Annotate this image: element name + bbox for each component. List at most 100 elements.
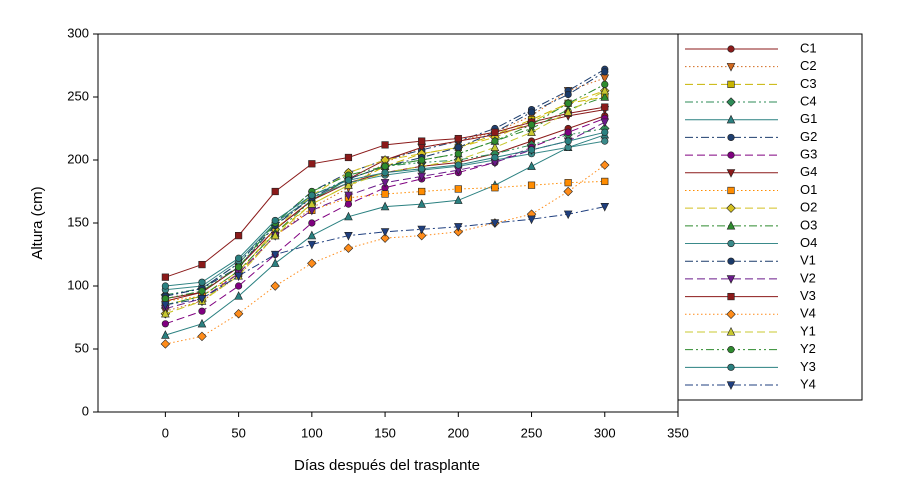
y-tick-label: 100 [67, 277, 89, 292]
legend-label: Y3 [800, 359, 816, 374]
marker [417, 225, 426, 235]
marker [380, 179, 390, 188]
legend-marker [726, 381, 736, 390]
marker [197, 331, 207, 342]
marker [380, 233, 390, 243]
marker [418, 137, 426, 145]
x-tick-label: 100 [301, 425, 323, 440]
marker [344, 232, 353, 241]
legend-marker [727, 45, 735, 53]
series-line [165, 117, 605, 325]
marker [454, 161, 462, 169]
marker [491, 184, 499, 192]
legend-label: G4 [800, 164, 817, 179]
x-tick-label: 150 [374, 425, 396, 440]
y-tick-label: 300 [67, 25, 89, 40]
legend-marker [727, 133, 735, 142]
marker [527, 146, 536, 154]
marker [527, 127, 536, 136]
marker [601, 68, 609, 76]
marker [454, 143, 462, 151]
marker [344, 211, 353, 221]
marker [197, 318, 207, 328]
x-tick-label: 50 [231, 425, 245, 440]
marker [527, 215, 536, 225]
y-tick-label: 0 [82, 403, 89, 418]
legend-label: Y4 [800, 376, 816, 391]
marker [564, 128, 572, 136]
legend-marker [727, 239, 735, 248]
marker [235, 232, 243, 240]
marker [344, 176, 353, 184]
marker [161, 295, 169, 303]
marker [380, 201, 390, 211]
y-tick-label: 200 [67, 151, 89, 166]
legend-marker [727, 257, 735, 265]
marker [454, 195, 463, 204]
marker [161, 330, 170, 339]
marker [600, 92, 610, 101]
marker [564, 179, 572, 187]
marker [601, 137, 609, 145]
marker [307, 258, 317, 269]
marker [233, 308, 244, 319]
marker [307, 230, 317, 240]
legend-marker [726, 220, 736, 230]
series [165, 128, 605, 296]
legend-label: Y2 [800, 341, 816, 356]
marker [234, 291, 243, 300]
marker [527, 181, 536, 189]
marker [600, 85, 610, 95]
marker [161, 308, 170, 318]
y-tick-label: 150 [67, 214, 89, 229]
marker [381, 190, 389, 198]
marker [563, 186, 573, 197]
legend-label: V2 [800, 270, 816, 285]
marker [454, 134, 462, 143]
marker [600, 160, 610, 170]
marker [161, 273, 169, 281]
legend-label: G3 [800, 147, 817, 162]
marker [344, 153, 353, 162]
legend-marker [726, 114, 736, 124]
marker [491, 137, 499, 145]
legend-label: O2 [800, 200, 817, 215]
marker [454, 223, 463, 232]
marker [490, 219, 500, 228]
legend-label: V4 [800, 306, 816, 321]
legend-label: O1 [800, 182, 817, 197]
series-line [165, 128, 605, 296]
legend-marker [726, 309, 736, 319]
marker [235, 254, 243, 262]
y-axis-title: Altura (cm) [29, 186, 46, 259]
marker [491, 153, 499, 162]
legend-label: C4 [800, 93, 817, 108]
legend-label: Y1 [800, 323, 816, 338]
legend-label: O4 [800, 235, 817, 250]
marker [307, 199, 317, 208]
marker [417, 172, 426, 182]
marker [417, 199, 426, 208]
marker [270, 230, 280, 240]
marker [416, 230, 427, 241]
x-tick-label: 250 [521, 425, 543, 440]
legend-marker [727, 346, 735, 354]
marker [270, 250, 280, 260]
marker [418, 156, 426, 164]
marker [161, 282, 169, 290]
legend-label: O3 [800, 217, 817, 232]
y-tick-label: 50 [75, 340, 89, 355]
x-tick-label: 0 [162, 425, 169, 440]
legend-marker [726, 275, 736, 284]
marker [161, 301, 170, 310]
x-tick-label: 350 [667, 425, 689, 440]
series [165, 206, 605, 306]
marker [381, 169, 389, 177]
marker [418, 165, 426, 173]
legend-marker [727, 292, 735, 301]
x-tick-label: 200 [447, 425, 469, 440]
marker [601, 103, 609, 111]
marker [454, 150, 462, 158]
marker [343, 243, 354, 253]
